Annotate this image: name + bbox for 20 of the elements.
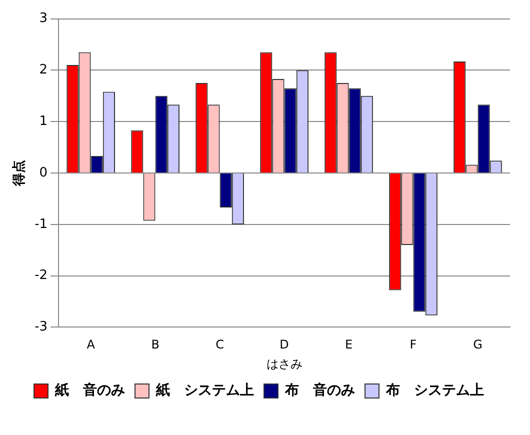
y-axis-title: 得点 [11, 160, 28, 187]
x-tick-label: G [473, 338, 482, 352]
legend-label: 布 システム上 [385, 382, 484, 399]
legend-label: 紙 システム上 [155, 382, 254, 399]
y-tick-label: -1 [34, 216, 48, 232]
x-tick-label: D [280, 338, 289, 352]
y-tick-label: 1 [39, 114, 48, 129]
x-tick-label: C [216, 338, 224, 352]
x-tick-label: B [151, 338, 160, 352]
y-tick-label: 3 [39, 11, 48, 26]
y-tick-label: 0 [39, 165, 48, 180]
y-tick-label: 2 [39, 62, 48, 78]
x-tick-label: E [344, 338, 353, 352]
legend-label: 布 音のみ [284, 382, 355, 399]
legend-label: 紙 音のみ [54, 382, 125, 399]
y-tick-label: -2 [34, 268, 48, 284]
x-tick-label: A [86, 338, 96, 352]
x-tick-label: F [410, 338, 417, 352]
x-axis-title: はさみ [266, 356, 302, 371]
y-tick-label: -3 [34, 320, 48, 335]
